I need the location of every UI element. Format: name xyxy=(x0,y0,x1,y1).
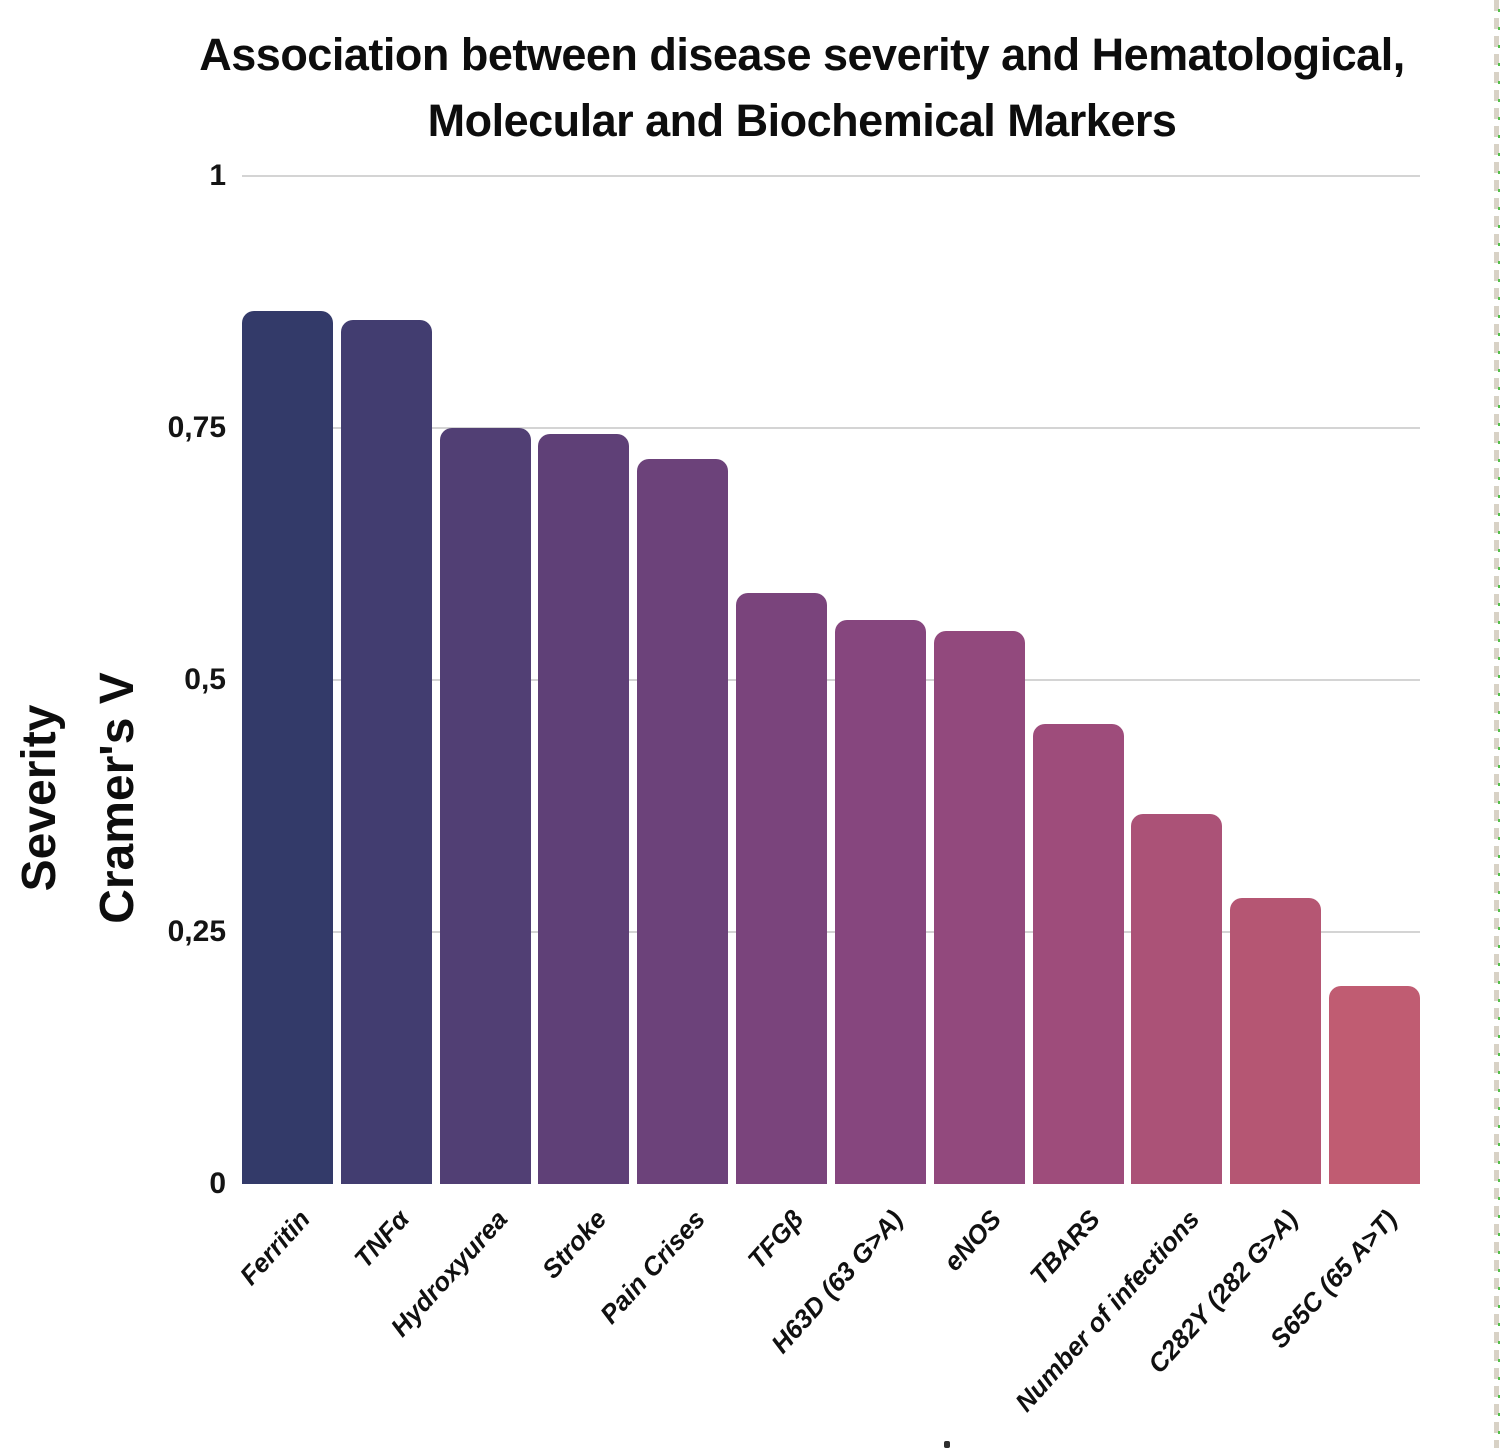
y-tick-label: 0,75 xyxy=(167,411,226,444)
page-edge-dashed-border xyxy=(1494,0,1500,1448)
gridline xyxy=(242,175,1420,177)
bar-9 xyxy=(1033,724,1124,1184)
y-tick-label: 0,25 xyxy=(167,915,226,948)
bar-11 xyxy=(1230,898,1321,1184)
bar-4 xyxy=(538,434,629,1184)
gridline xyxy=(242,931,1420,933)
bar-8 xyxy=(934,631,1025,1184)
bar-7 xyxy=(835,620,926,1184)
bar-2 xyxy=(341,320,432,1184)
bar-10 xyxy=(1131,814,1222,1184)
x-category-label: Ferritin xyxy=(233,1204,316,1291)
bar-12 xyxy=(1329,986,1420,1184)
y-axis-title-line2: Cramer's V xyxy=(91,672,144,924)
bar-1 xyxy=(242,311,333,1184)
y-tick-label: 0,5 xyxy=(184,663,226,696)
chart-title-line2: Molecular and Biochemical Markers xyxy=(427,95,1177,146)
y-tick-label: 1 xyxy=(209,159,226,192)
gridline xyxy=(242,427,1420,429)
x-category-label: TBARS xyxy=(1024,1204,1107,1291)
x-category-label: Number of infections xyxy=(1008,1204,1206,1418)
bar-5 xyxy=(637,459,728,1184)
x-category-label: TNFα xyxy=(347,1204,415,1274)
cropped-text-fragment xyxy=(944,1441,950,1448)
y-axis-title: Severity Cramer's V xyxy=(1,672,157,924)
y-axis-title-line1: Severity xyxy=(13,704,66,892)
y-tick-label: 0 xyxy=(209,1167,226,1200)
chart-title-line1: Association between disease severity and… xyxy=(199,29,1405,80)
gridline xyxy=(242,679,1420,681)
x-category-label: eNOS xyxy=(937,1204,1008,1277)
chart-title: Association between disease severity and… xyxy=(104,22,1500,154)
x-category-label: TFGβ xyxy=(742,1204,810,1275)
bar-6 xyxy=(736,593,827,1184)
bar-3 xyxy=(440,428,531,1184)
x-category-label: Stroke xyxy=(535,1204,613,1285)
